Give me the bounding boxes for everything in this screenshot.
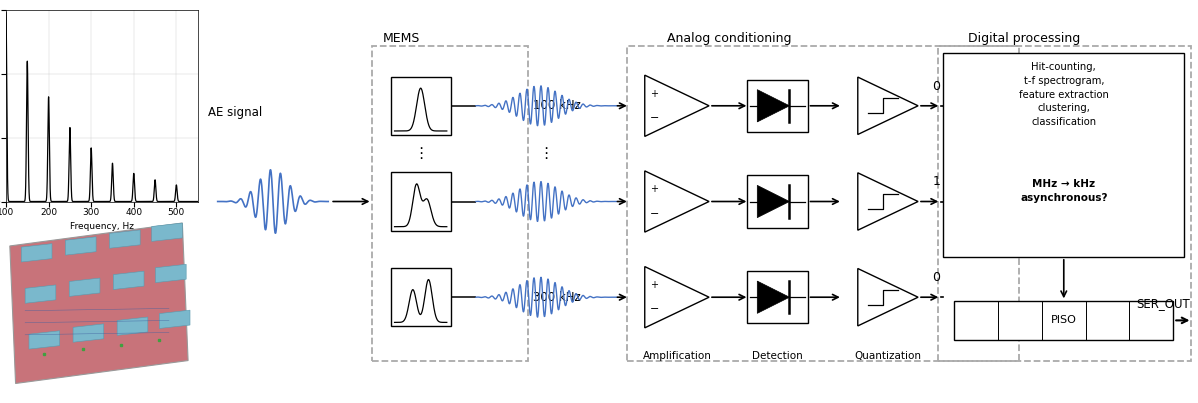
FancyBboxPatch shape	[943, 54, 1185, 257]
Polygon shape	[22, 244, 52, 262]
Polygon shape	[858, 173, 918, 230]
Polygon shape	[757, 185, 789, 218]
Polygon shape	[66, 237, 96, 255]
Polygon shape	[29, 331, 60, 349]
Polygon shape	[152, 223, 182, 241]
Text: 100 kHz: 100 kHz	[533, 99, 581, 112]
FancyBboxPatch shape	[748, 79, 807, 132]
Text: PISO: PISO	[1051, 316, 1077, 325]
Text: Digital processing: Digital processing	[968, 32, 1081, 45]
Text: SER_OUT: SER_OUT	[1137, 297, 1191, 310]
Text: Amplification: Amplification	[642, 351, 712, 361]
FancyBboxPatch shape	[391, 268, 450, 326]
Text: AE signal: AE signal	[207, 106, 262, 119]
FancyBboxPatch shape	[391, 77, 450, 135]
Polygon shape	[69, 278, 99, 296]
Polygon shape	[109, 230, 140, 248]
Polygon shape	[645, 171, 709, 232]
Text: −: −	[649, 304, 659, 314]
Polygon shape	[10, 223, 188, 384]
Text: +: +	[651, 280, 659, 290]
Text: −: −	[649, 113, 659, 123]
Polygon shape	[25, 285, 56, 303]
Polygon shape	[114, 271, 144, 289]
Polygon shape	[117, 317, 147, 335]
Polygon shape	[159, 310, 190, 328]
FancyBboxPatch shape	[748, 271, 807, 323]
Text: 1: 1	[932, 175, 940, 189]
Text: 300 kHz: 300 kHz	[533, 291, 581, 304]
Text: Quantization: Quantization	[854, 351, 921, 361]
FancyBboxPatch shape	[955, 301, 1173, 339]
Polygon shape	[156, 264, 186, 283]
Text: 0: 0	[932, 271, 940, 284]
Polygon shape	[645, 75, 709, 136]
Text: 0: 0	[932, 80, 940, 93]
Text: −: −	[649, 209, 659, 219]
Polygon shape	[858, 77, 918, 135]
Text: Analog conditioning: Analog conditioning	[667, 32, 792, 45]
Text: MHz → kHz
asynchronous?: MHz → kHz asynchronous?	[1019, 179, 1107, 204]
Polygon shape	[757, 281, 789, 314]
Text: ⋮: ⋮	[413, 146, 429, 161]
Text: Hit-counting,
t-f spectrogram,
feature extraction
clustering,
classification: Hit-counting, t-f spectrogram, feature e…	[1018, 62, 1108, 127]
FancyBboxPatch shape	[748, 175, 807, 228]
Text: Detection: Detection	[752, 351, 803, 361]
Text: +: +	[651, 184, 659, 194]
Text: +: +	[651, 89, 659, 99]
Polygon shape	[858, 268, 918, 326]
Polygon shape	[757, 89, 789, 122]
Polygon shape	[645, 267, 709, 328]
Text: ⋮: ⋮	[539, 146, 553, 161]
X-axis label: Frequency, Hz: Frequency, Hz	[69, 222, 134, 231]
FancyBboxPatch shape	[391, 172, 450, 231]
Polygon shape	[73, 324, 104, 342]
Text: MEMS: MEMS	[382, 32, 419, 45]
